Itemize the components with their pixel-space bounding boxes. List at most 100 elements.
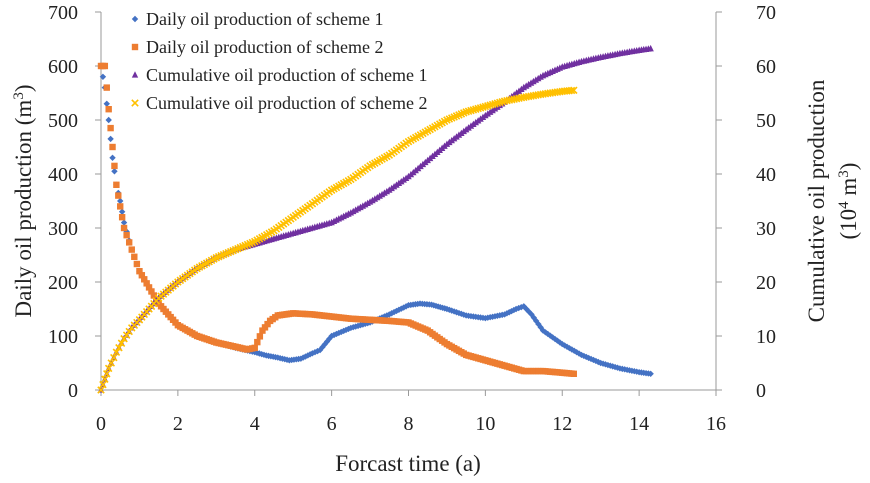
data-point	[256, 333, 264, 340]
data-point	[120, 219, 128, 226]
x-tick-label: 16	[706, 413, 726, 435]
data-point	[109, 143, 116, 151]
y-right-axis-title-line2: (104 m3)	[836, 163, 861, 240]
series-4	[97, 86, 578, 394]
y-left-tick-labels: 0 100 200 300 400 500 600 700	[48, 2, 101, 402]
x-tick-label: 0	[96, 413, 106, 435]
x-tick-labels: 0 2 4 6 8 10 12 14 16	[96, 390, 726, 435]
data-point	[136, 268, 143, 275]
data-point	[567, 86, 576, 95]
y-left-axis-title: Daily oil production (m3)	[11, 85, 36, 318]
data-point	[107, 359, 116, 367]
y-left-tick-label: 0	[68, 380, 78, 402]
y-left-tick-label: 700	[48, 2, 78, 24]
data-point	[113, 181, 120, 188]
data-point	[570, 370, 577, 377]
data-point	[141, 276, 148, 283]
x-tick-label: 8	[404, 413, 414, 435]
y-left-tick-label: 100	[48, 326, 78, 348]
data-point	[145, 284, 153, 291]
y-right-tick-label: 60	[756, 56, 776, 78]
y-left-tick-label: 200	[48, 272, 78, 294]
data-point	[251, 344, 258, 352]
y-right-tick-label: 50	[756, 110, 776, 132]
y-left-tick-label: 500	[48, 110, 78, 132]
legend-label: Daily oil production of scheme 2	[146, 37, 383, 57]
data-point	[118, 214, 126, 221]
y-left-tick-label: 300	[48, 218, 78, 240]
data-point	[647, 370, 654, 377]
data-point	[535, 320, 542, 328]
data-point	[97, 386, 105, 394]
y-right-tick-label: 10	[756, 326, 776, 348]
y-left-tick-label: 600	[48, 56, 78, 78]
data-point	[128, 246, 135, 253]
legend-label: Cumulative oil production of scheme 1	[146, 65, 427, 85]
data-point	[125, 239, 133, 246]
data-point	[148, 288, 155, 295]
data-series	[97, 44, 654, 394]
y-right-tick-label: 70	[756, 2, 776, 24]
data-point	[532, 317, 540, 325]
data-point	[99, 380, 107, 389]
y-right-tick-label: 0	[756, 380, 766, 402]
legend-item: Daily oil production of scheme 1	[131, 9, 383, 29]
data-point	[112, 348, 121, 356]
series-2	[97, 62, 577, 377]
data-point	[570, 86, 578, 95]
y-left-tick-label: 400	[48, 164, 78, 186]
data-point	[117, 197, 124, 205]
data-point	[117, 339, 126, 347]
data-point	[264, 320, 271, 328]
data-point	[110, 353, 118, 362]
x-axis-title: Forcast time (a)	[335, 451, 481, 476]
data-point	[150, 292, 158, 299]
y-left-axis-title-main: Daily oil production (m	[11, 100, 36, 318]
data-point	[120, 224, 128, 232]
y-right-tick-label: 30	[756, 218, 776, 240]
data-point	[99, 73, 107, 80]
data-point	[104, 364, 113, 373]
legend-item: Cumulative oil production of scheme 1	[131, 65, 427, 85]
data-point	[105, 106, 112, 113]
y-right-axis-title-pre: (10	[836, 209, 861, 240]
x-tick-label: 10	[475, 413, 495, 435]
data-point	[101, 62, 109, 70]
data-point	[111, 162, 118, 170]
data-point	[131, 253, 138, 260]
data-point	[510, 306, 518, 314]
x-tick-label: 12	[552, 413, 572, 435]
data-point	[138, 272, 146, 279]
y-right-axis-title-unit: m	[836, 178, 861, 202]
legend-label: Cumulative oil production of scheme 2	[146, 93, 427, 113]
data-point	[115, 343, 123, 352]
data-point	[103, 370, 111, 378]
data-point	[103, 84, 110, 91]
data-point	[107, 135, 114, 143]
data-point	[111, 168, 118, 175]
legend-item: Daily oil production of scheme 2	[131, 37, 383, 57]
y-right-tick-labels: 0 10 20 30 40 50 60 70	[716, 2, 776, 402]
data-point	[537, 324, 544, 331]
x-tick-label: 14	[629, 413, 649, 435]
y-right-tick-label: 20	[756, 272, 776, 294]
data-point	[508, 307, 515, 315]
data-point	[103, 100, 110, 107]
legend-marker	[131, 71, 139, 78]
x-tick-label: 2	[173, 413, 183, 435]
data-point	[118, 208, 126, 215]
data-point	[117, 203, 124, 210]
x-tick-label: 6	[327, 413, 337, 435]
data-point	[647, 44, 654, 52]
y-right-axis-title-end: )	[836, 163, 861, 171]
data-point	[107, 124, 114, 132]
data-point	[109, 154, 116, 161]
legend-label: Daily oil production of scheme 1	[146, 9, 383, 29]
y-right-axis-title-line1: Cumulative oil production	[804, 79, 829, 322]
y-right-axis-title-sup1: 4	[836, 201, 852, 209]
data-point	[143, 280, 150, 287]
data-point	[101, 375, 109, 383]
y-left-axis-title-sup: 3	[11, 92, 27, 100]
legend: Daily oil production of scheme 1 Daily oi…	[131, 9, 427, 113]
